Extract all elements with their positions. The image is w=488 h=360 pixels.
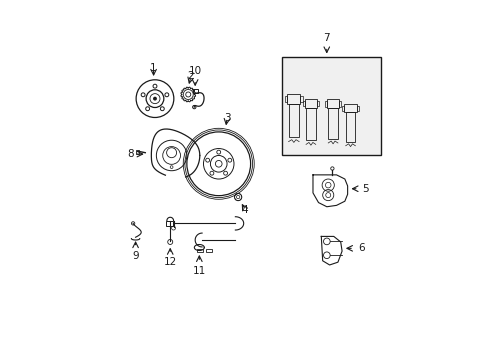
Circle shape	[153, 97, 157, 100]
Bar	[300, 96, 302, 102]
Text: 9: 9	[132, 251, 139, 261]
Bar	[302, 101, 304, 107]
Text: 6: 6	[357, 243, 364, 253]
Bar	[324, 101, 326, 107]
Bar	[316, 101, 319, 107]
Bar	[327, 108, 337, 139]
Text: 5: 5	[362, 184, 368, 194]
Bar	[305, 108, 315, 140]
Bar	[196, 249, 202, 252]
Text: 2: 2	[187, 71, 194, 81]
Bar	[206, 249, 212, 252]
Bar	[356, 105, 358, 111]
Text: 10: 10	[189, 66, 202, 76]
Bar	[282, 57, 380, 156]
Text: 12: 12	[163, 257, 177, 267]
Bar	[339, 101, 341, 107]
Bar	[286, 94, 300, 104]
Bar	[345, 112, 355, 141]
Bar	[344, 104, 356, 112]
Text: 3: 3	[224, 113, 230, 123]
Text: 1: 1	[150, 63, 157, 73]
Text: 7: 7	[323, 33, 329, 42]
Bar	[285, 96, 286, 102]
Text: 4: 4	[241, 204, 248, 215]
Text: 11: 11	[192, 266, 205, 276]
Bar	[326, 99, 339, 108]
Bar	[304, 99, 316, 108]
Text: 8: 8	[127, 149, 134, 159]
Bar	[288, 104, 299, 138]
Bar	[342, 105, 344, 111]
